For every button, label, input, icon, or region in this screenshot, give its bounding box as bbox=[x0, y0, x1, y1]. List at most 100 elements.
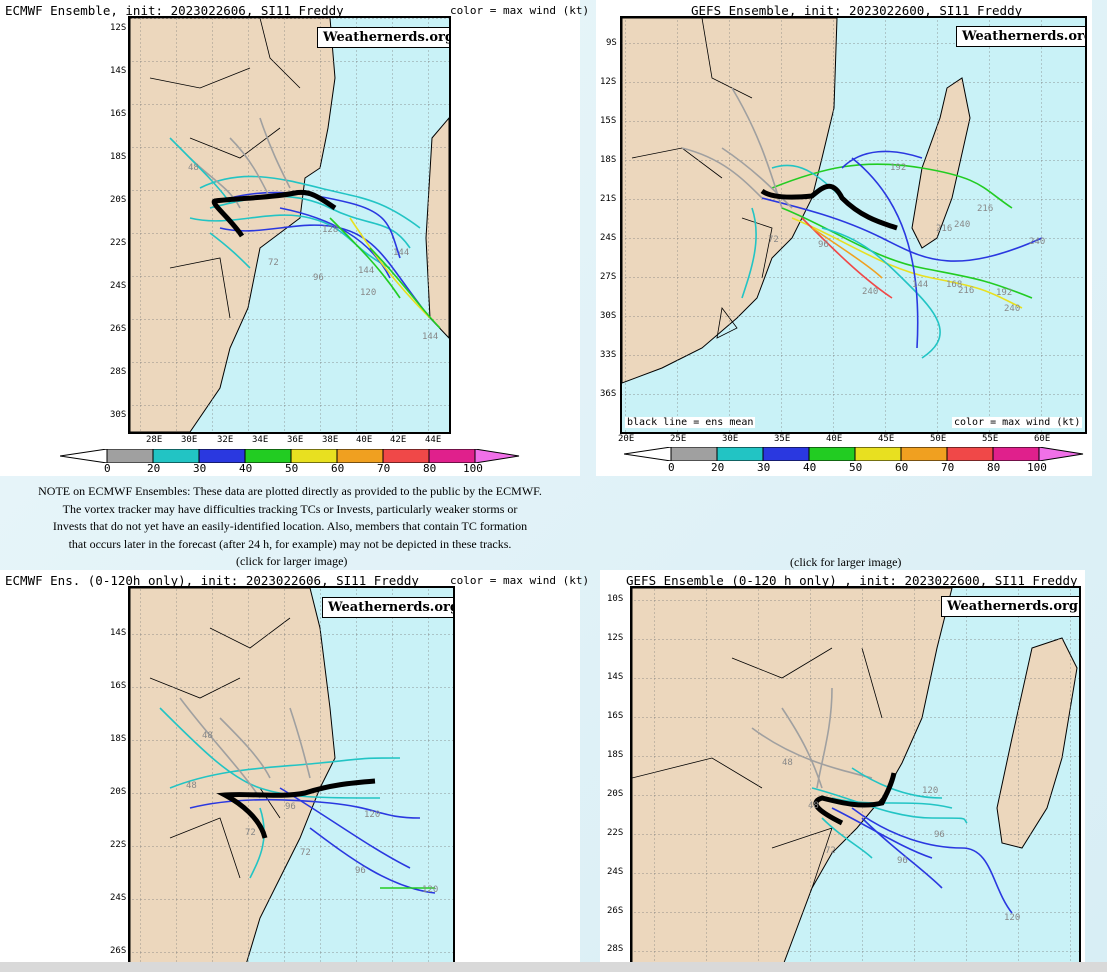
lon-label: 36E bbox=[287, 435, 304, 445]
lat-label: 30S bbox=[600, 311, 617, 321]
lat-label: 18S bbox=[600, 155, 617, 165]
lat-label: 26S bbox=[607, 906, 624, 916]
track-label: 72 bbox=[245, 828, 256, 838]
lon-label: 44E bbox=[425, 435, 442, 445]
track-label: 240 bbox=[954, 220, 971, 230]
gefs-ensemble-panel[interactable]: GEFS Ensemble, init: 2023022600, SI11 Fr… bbox=[596, 0, 1092, 476]
colorbar-tick: 40 bbox=[803, 461, 817, 474]
track-label: 240 bbox=[1004, 304, 1021, 314]
lon-label: 40E bbox=[826, 434, 843, 444]
colorbar-tick: 70 bbox=[941, 461, 955, 474]
click-larger-link-right[interactable]: (click for larger image) bbox=[790, 555, 902, 569]
track-label: 48 bbox=[782, 758, 793, 768]
colorbar-tick: 100 bbox=[1027, 461, 1047, 474]
colorbar-tick: 40 bbox=[239, 462, 253, 475]
lat-label: 10S bbox=[607, 594, 624, 604]
lat-label: 24S bbox=[600, 233, 617, 243]
colorbar-tick: 60 bbox=[331, 462, 345, 475]
track-label: 72 bbox=[268, 258, 279, 268]
lat-label: 26S bbox=[110, 324, 127, 334]
colorbar-tick: 20 bbox=[147, 462, 161, 475]
lon-label: 25E bbox=[670, 434, 687, 444]
color-legend-note: color = max wind (kt) bbox=[450, 574, 590, 587]
footer-note: black line = ens mean bbox=[625, 417, 756, 428]
lon-label: 40E bbox=[356, 435, 373, 445]
colorbar-tick: 70 bbox=[377, 462, 391, 475]
colorbar-tick: 30 bbox=[757, 461, 771, 474]
note-line: that occurs later in the forecast (after… bbox=[68, 536, 512, 551]
lon-label: 28E bbox=[146, 435, 163, 445]
track-label: 192 bbox=[890, 163, 907, 173]
lon-label: 35E bbox=[774, 434, 791, 444]
map-svg bbox=[622, 18, 1085, 432]
track-label: 48 bbox=[808, 801, 819, 811]
track-label: 120 bbox=[1004, 913, 1021, 923]
lon-label: 42E bbox=[390, 435, 407, 445]
track-label: 48 bbox=[188, 163, 199, 173]
track-label: 96 bbox=[355, 866, 366, 876]
track-label: 72 bbox=[300, 848, 311, 858]
ecmwf-0-120h-panel[interactable]: ECMWF Ens. (0-120h only), init: 20230226… bbox=[0, 570, 589, 970]
footer-color-note: color = max wind (kt) bbox=[952, 417, 1083, 428]
lat-label: 22S bbox=[110, 840, 127, 850]
ecmwf-ensemble-panel[interactable]: ECMWF Ensemble, init: 2023022606, SI11 F… bbox=[0, 0, 589, 476]
colorbar-tick: 80 bbox=[987, 461, 1001, 474]
colorbar-tick: 20 bbox=[711, 461, 725, 474]
colorbar-tick: 60 bbox=[895, 461, 909, 474]
track-map[interactable]: Weathernerds.org 48 48 72 96 120 72 120 … bbox=[128, 586, 455, 970]
lat-label: 21S bbox=[600, 194, 617, 204]
colorbar bbox=[60, 449, 520, 463]
lon-label: 45E bbox=[878, 434, 895, 444]
track-map[interactable]: Weathernerds.org 48 72 96 120 96 120 48 bbox=[630, 586, 1081, 970]
lon-label: 20E bbox=[618, 434, 635, 444]
lat-label: 20S bbox=[110, 195, 127, 205]
lat-label: 14S bbox=[110, 628, 127, 638]
track-label: 144 bbox=[393, 248, 410, 258]
lat-label: 15S bbox=[600, 116, 617, 126]
lat-label: 18S bbox=[607, 750, 624, 760]
map-svg bbox=[632, 588, 1079, 968]
track-map[interactable]: Weathernerds.org 48 72 96 144 120 144 14… bbox=[128, 16, 451, 434]
track-label: 144 bbox=[422, 332, 439, 342]
track-label: 240 bbox=[1029, 237, 1046, 247]
note-line: The vortex tracker may have difficulties… bbox=[62, 501, 518, 516]
lat-label: 16S bbox=[607, 711, 624, 721]
watermark: Weathernerds.org bbox=[941, 596, 1079, 617]
track-label: 240 bbox=[862, 287, 879, 297]
note-line: NOTE on ECMWF Ensembles: These data are … bbox=[38, 484, 542, 498]
track-label: 96 bbox=[818, 240, 829, 250]
lat-label: 22S bbox=[110, 238, 127, 248]
lat-label: 18S bbox=[110, 152, 127, 162]
track-label: 120 bbox=[360, 288, 377, 298]
panel-title: GEFS Ensemble, init: 2023022600, SI11 Fr… bbox=[691, 3, 1023, 18]
track-label: 128 bbox=[322, 225, 339, 235]
track-label: 72 bbox=[825, 846, 836, 856]
track-label: 120 bbox=[922, 786, 939, 796]
panel-title: ECMWF Ens. (0-120h only), init: 20230226… bbox=[5, 573, 419, 588]
click-larger-link-left[interactable]: (click for larger image) bbox=[236, 554, 348, 568]
lat-label: 36S bbox=[600, 389, 617, 399]
lon-label: 30E bbox=[181, 435, 198, 445]
colorbar-tick: 30 bbox=[193, 462, 207, 475]
track-map[interactable]: Weathernerds.org 192 216 240 216 240 72 … bbox=[620, 16, 1087, 434]
lat-label: 24S bbox=[110, 893, 127, 903]
track-label: 96 bbox=[285, 802, 296, 812]
taskbar[interactable] bbox=[0, 962, 1107, 972]
track-label: 216 bbox=[936, 224, 953, 234]
track-label: 216 bbox=[977, 204, 994, 214]
track-label: 120 bbox=[364, 810, 381, 820]
watermark: Weathernerds.org bbox=[322, 597, 453, 618]
track-label: 96 bbox=[313, 273, 324, 283]
lat-label: 22S bbox=[607, 828, 624, 838]
lat-label: 28S bbox=[607, 944, 624, 954]
gefs-0-120h-panel[interactable]: GEFS Ensemble (0-120 h only) , init: 202… bbox=[600, 570, 1085, 970]
colorbar-tick: 50 bbox=[849, 461, 863, 474]
colorbar-tick: 80 bbox=[423, 462, 437, 475]
watermark: Weathernerds.org bbox=[317, 27, 449, 48]
lat-label: 24S bbox=[110, 281, 127, 291]
color-legend-note: color = max wind (kt) bbox=[450, 4, 590, 17]
lat-label: 9S bbox=[606, 38, 617, 48]
lon-label: 55E bbox=[982, 434, 999, 444]
lon-label: 38E bbox=[322, 435, 339, 445]
lat-label: 27S bbox=[600, 272, 617, 282]
